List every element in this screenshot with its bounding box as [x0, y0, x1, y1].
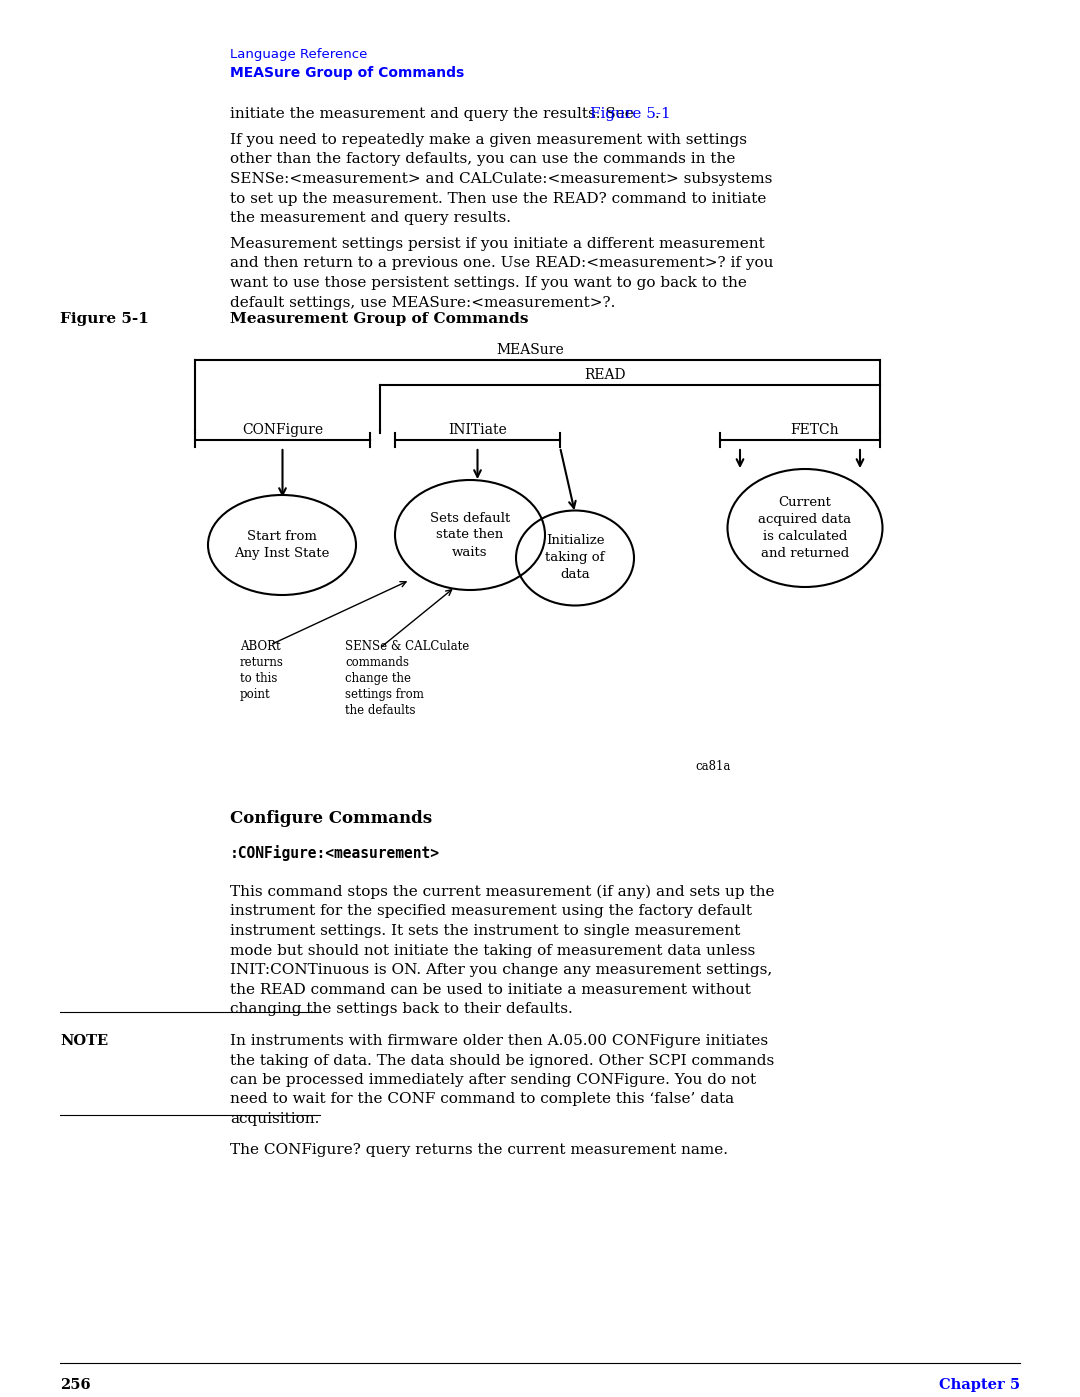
- Text: .: .: [654, 108, 660, 122]
- Text: The CONFigure? query returns the current measurement name.: The CONFigure? query returns the current…: [230, 1143, 728, 1157]
- Text: NOTE: NOTE: [60, 1034, 108, 1048]
- Text: Start from
Any Inst State: Start from Any Inst State: [234, 529, 329, 560]
- Text: In instruments with firmware older then A.05.00 CONFigure initiates: In instruments with firmware older then …: [230, 1034, 768, 1048]
- Text: Current
acquired data
is calculated
and returned: Current acquired data is calculated and …: [758, 496, 851, 560]
- Text: ABORt
returns
to this
point: ABORt returns to this point: [240, 640, 284, 701]
- Text: instrument for the specified measurement using the factory default: instrument for the specified measurement…: [230, 904, 752, 918]
- Text: default settings, use MEASure:<measurement>?.: default settings, use MEASure:<measureme…: [230, 296, 616, 310]
- Text: CONFigure: CONFigure: [242, 423, 323, 437]
- Text: want to use those persistent settings. If you want to go back to the: want to use those persistent settings. I…: [230, 277, 747, 291]
- Text: ca81a: ca81a: [696, 760, 730, 773]
- Text: mode but should not initiate the taking of measurement data unless: mode but should not initiate the taking …: [230, 943, 755, 957]
- Text: :CONFigure:<measurement>: :CONFigure:<measurement>: [230, 845, 440, 861]
- Text: to set up the measurement. Then use the READ? command to initiate: to set up the measurement. Then use the …: [230, 191, 767, 205]
- Text: and then return to a previous one. Use READ:<measurement>? if you: and then return to a previous one. Use R…: [230, 257, 773, 271]
- Text: FETCh: FETCh: [789, 423, 839, 437]
- Text: Configure Commands: Configure Commands: [230, 810, 432, 827]
- Text: Figure 5-1: Figure 5-1: [60, 312, 149, 326]
- Text: SENSe:<measurement> and CALCulate:<measurement> subsystems: SENSe:<measurement> and CALCulate:<measu…: [230, 172, 772, 186]
- Text: the READ command can be used to initiate a measurement without: the READ command can be used to initiate…: [230, 982, 751, 996]
- Text: This command stops the current measurement (if any) and sets up the: This command stops the current measureme…: [230, 886, 774, 900]
- Text: can be processed immediately after sending CONFigure. You do not: can be processed immediately after sendi…: [230, 1073, 756, 1087]
- Text: Measurement settings persist if you initiate a different measurement: Measurement settings persist if you init…: [230, 237, 765, 251]
- Text: MEASure Group of Commands: MEASure Group of Commands: [230, 66, 464, 80]
- Text: INITiate: INITiate: [448, 423, 507, 437]
- Text: Measurement Group of Commands: Measurement Group of Commands: [230, 312, 528, 326]
- Text: Sets default
state then
waits: Sets default state then waits: [430, 511, 510, 559]
- Text: Language Reference: Language Reference: [230, 47, 367, 61]
- Text: the measurement and query results.: the measurement and query results.: [230, 211, 511, 225]
- Text: initiate the measurement and query the results. See: initiate the measurement and query the r…: [230, 108, 638, 122]
- Text: If you need to repeatedly make a given measurement with settings: If you need to repeatedly make a given m…: [230, 133, 747, 147]
- Text: READ: READ: [584, 367, 625, 381]
- Text: changing the settings back to their defaults.: changing the settings back to their defa…: [230, 1002, 572, 1016]
- Text: need to wait for the CONF command to complete this ‘false’ data: need to wait for the CONF command to com…: [230, 1092, 734, 1106]
- Text: the taking of data. The data should be ignored. Other SCPI commands: the taking of data. The data should be i…: [230, 1053, 774, 1067]
- Text: MEASure: MEASure: [496, 344, 564, 358]
- Text: Figure 5-1: Figure 5-1: [590, 108, 671, 122]
- Text: Initialize
taking of
data: Initialize taking of data: [545, 535, 605, 581]
- Text: instrument settings. It sets the instrument to single measurement: instrument settings. It sets the instrum…: [230, 923, 741, 937]
- Text: 256: 256: [60, 1377, 91, 1391]
- Text: acquisition.: acquisition.: [230, 1112, 320, 1126]
- Text: INIT:CONTinuous is ON. After you change any measurement settings,: INIT:CONTinuous is ON. After you change …: [230, 963, 772, 977]
- Text: Chapter 5: Chapter 5: [939, 1377, 1020, 1391]
- Text: SENSe & CALCulate
commands
change the
settings from
the defaults: SENSe & CALCulate commands change the se…: [345, 640, 469, 717]
- Text: other than the factory defaults, you can use the commands in the: other than the factory defaults, you can…: [230, 152, 735, 166]
